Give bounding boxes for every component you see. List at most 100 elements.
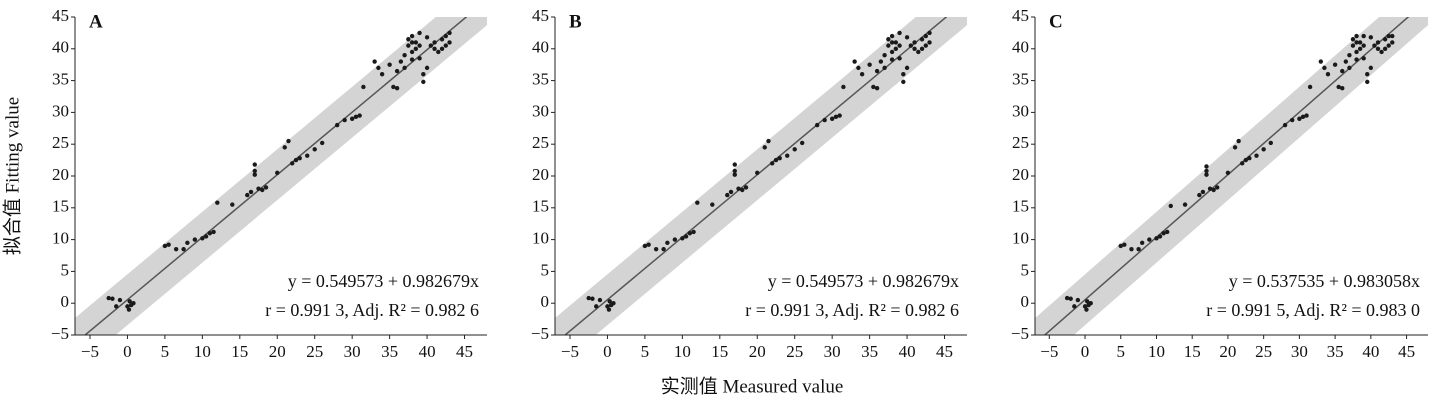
point [230, 202, 235, 207]
point [916, 49, 921, 55]
x-tick-label: 15 [231, 342, 248, 361]
point [443, 43, 448, 48]
y-tick-label: 15 [52, 197, 69, 216]
point [1322, 65, 1327, 71]
point [1247, 155, 1252, 161]
point [889, 40, 895, 45]
point [1157, 234, 1163, 239]
point [402, 65, 407, 71]
point [927, 40, 932, 45]
y-tick-label: 40 [52, 38, 69, 57]
point [1340, 86, 1345, 91]
point [1129, 246, 1134, 252]
equation: y = 0.549573 + 0.982679x [768, 271, 959, 291]
point [814, 122, 820, 128]
point [1368, 35, 1374, 40]
point [290, 161, 295, 166]
point [1075, 297, 1081, 303]
y-tick-label: 10 [52, 229, 69, 248]
point [409, 57, 415, 62]
point [245, 192, 250, 198]
point [1268, 140, 1274, 146]
y-tick-label: −5 [51, 324, 69, 343]
point [166, 242, 171, 247]
x-tick-label: −5 [561, 342, 579, 361]
x-tick-label: 20 [1219, 342, 1236, 361]
point [1307, 84, 1313, 90]
point [1154, 236, 1159, 241]
point [785, 153, 790, 158]
y-tick-label: 30 [532, 101, 549, 120]
point [773, 157, 779, 163]
y-tick-label: 25 [1012, 133, 1029, 152]
point [1375, 46, 1381, 51]
x-tick-label: 30 [344, 342, 361, 361]
y-tick-label: 5 [1021, 260, 1030, 279]
point [611, 301, 616, 306]
point [901, 79, 906, 85]
point [173, 246, 179, 252]
plot [75, 17, 487, 335]
point [897, 30, 902, 36]
point [293, 157, 299, 163]
point [710, 202, 715, 207]
point [912, 40, 917, 45]
point [432, 40, 437, 45]
point [829, 116, 835, 121]
x-tick-label: 0 [123, 342, 132, 361]
point [856, 65, 861, 71]
point [252, 162, 257, 167]
point [1147, 237, 1152, 242]
point [1088, 301, 1093, 306]
point [398, 59, 404, 64]
y-tick-label: 10 [532, 229, 549, 248]
point [417, 30, 422, 36]
point [1254, 153, 1259, 158]
y-tick-label: 5 [541, 260, 550, 279]
point [127, 299, 132, 304]
point [904, 35, 910, 40]
point [417, 43, 422, 48]
point [1243, 157, 1248, 163]
point [162, 243, 168, 249]
point [886, 43, 891, 48]
x-tick-label: 5 [641, 342, 650, 361]
point [215, 200, 220, 205]
y-tick-label: 40 [1012, 38, 1029, 57]
y-tick-label: 15 [1012, 197, 1029, 216]
point [387, 62, 392, 67]
point [334, 122, 340, 128]
point [402, 52, 407, 58]
point [1347, 65, 1352, 71]
y-tick-label: 25 [52, 133, 69, 152]
point [923, 43, 928, 48]
point [732, 172, 737, 177]
x-tick-label: 20 [749, 342, 766, 361]
point [1304, 113, 1309, 118]
point [882, 65, 887, 71]
point [1318, 59, 1324, 64]
point [837, 113, 842, 118]
point [912, 46, 917, 51]
panel-label: B [569, 11, 582, 32]
x-tick-label: 15 [1184, 342, 1201, 361]
point [1232, 145, 1238, 150]
fit-line [1043, 17, 1410, 335]
point [1282, 122, 1288, 128]
point [755, 170, 760, 176]
x-tick-label: 45 [936, 342, 953, 361]
point [770, 161, 775, 166]
x-tick-label: 45 [1398, 342, 1415, 361]
x-tick-label: 40 [1362, 342, 1379, 361]
point [110, 296, 115, 301]
point [312, 147, 317, 152]
point [1211, 187, 1216, 193]
x-axis-label: 实测值 Measured value [661, 375, 844, 397]
point [1068, 296, 1073, 301]
y-tick-label: −5 [531, 324, 549, 343]
point [252, 168, 257, 174]
point [443, 33, 448, 39]
point [447, 40, 452, 45]
y-tick-label: 0 [61, 292, 70, 311]
point [1204, 164, 1209, 169]
